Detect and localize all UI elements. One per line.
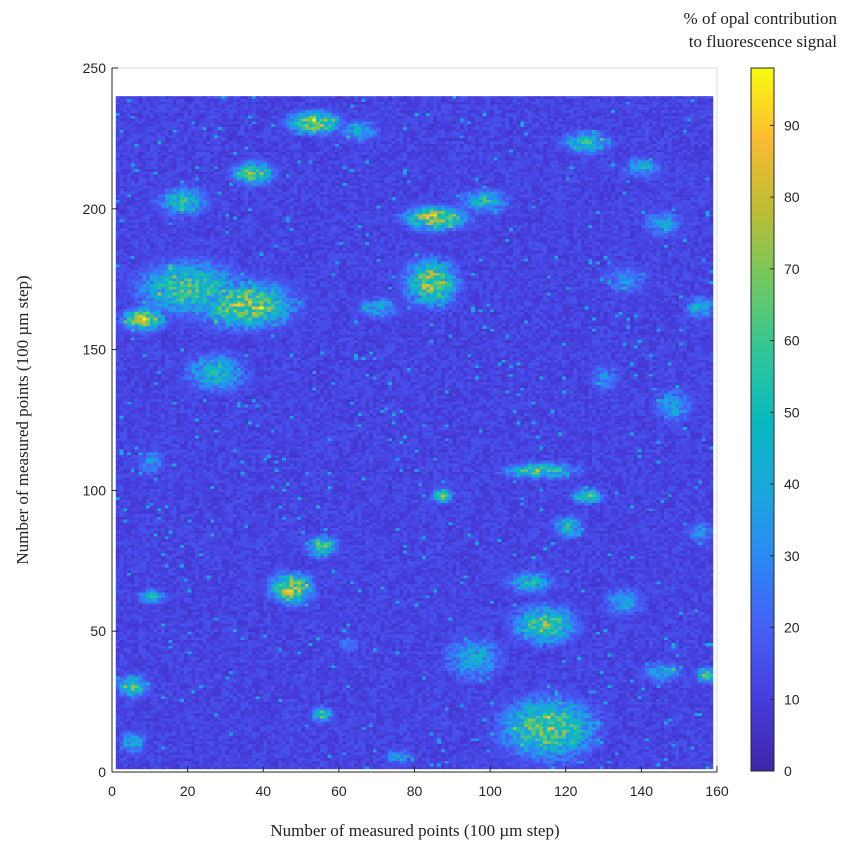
y-tick-label: 100 — [83, 482, 107, 498]
y-tick-label: 250 — [83, 60, 107, 76]
colorbar-tick-label: 90 — [784, 117, 800, 133]
colorbar-title-line-2: to fluorescence signal — [689, 32, 837, 51]
x-tick-label: 20 — [180, 783, 196, 799]
colorbar-tick-label: 70 — [784, 261, 800, 277]
y-axis-ticks: 0 50 100 150 200 250 — [83, 60, 118, 780]
x-tick-label: 80 — [407, 783, 423, 799]
colorbar-tick-label: 10 — [784, 691, 800, 707]
heatmap-layer — [115, 96, 714, 770]
y-tick-label: 150 — [83, 342, 107, 358]
colorbar-tick-label: 40 — [784, 476, 800, 492]
x-tick-label: 120 — [554, 783, 578, 799]
colorbar-tick-label: 20 — [784, 620, 800, 636]
colorbar-tick-label: 0 — [784, 763, 792, 779]
colorbar-tick-label: 50 — [784, 404, 800, 420]
colorbar — [750, 67, 775, 772]
colorbar-tick-label: 30 — [784, 548, 800, 564]
colorbar-tick-label: 60 — [784, 333, 800, 349]
x-tick-label: 0 — [108, 783, 116, 799]
x-axis-ticks: 0 20 40 60 80 100 120 140 160 — [108, 766, 729, 799]
x-tick-label: 100 — [478, 783, 502, 799]
colorbar-title-line-1: % of opal contribution — [684, 9, 838, 28]
x-tick-label: 140 — [630, 783, 654, 799]
y-tick-label: 50 — [90, 623, 106, 639]
x-axis-label: Number of measured points (100 µm step) — [270, 821, 559, 840]
y-axis-label: Number of measured points (100 µm step) — [13, 275, 32, 564]
colorbar-ticks: 0 10 20 30 40 50 60 70 80 90 — [770, 117, 800, 779]
y-tick-label: 0 — [98, 764, 106, 780]
y-tick-label: 200 — [83, 201, 107, 217]
x-tick-label: 40 — [255, 783, 271, 799]
x-tick-label: 160 — [705, 783, 729, 799]
colorbar-tick-label: 80 — [784, 189, 800, 205]
x-tick-label: 60 — [331, 783, 347, 799]
heatmap-image — [115, 96, 714, 770]
